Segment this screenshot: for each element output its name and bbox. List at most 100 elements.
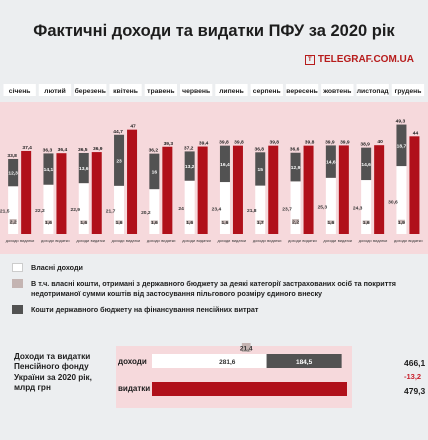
bar-transfer [327, 220, 335, 224]
legend-label-own: Власні доходи [31, 263, 83, 272]
month-label: листопад [357, 88, 390, 95]
bar-state [43, 153, 54, 185]
bar-caption-expense: видатки [408, 238, 422, 243]
bar-expense [338, 145, 349, 234]
label-transfer: 1,6 [116, 220, 123, 226]
legend-label-transfer: В т.ч. власні кошти, отримані з державно… [31, 279, 396, 298]
month-label: червень [182, 88, 210, 95]
month-label: січень [9, 87, 31, 95]
summary-bar-expense [152, 382, 347, 396]
label-income-total: 39,8 [219, 140, 229, 146]
summary-income-label: доходи [118, 357, 147, 366]
bar-transfer [9, 219, 17, 224]
summary-bar-transfer [241, 343, 251, 352]
label-expense-total: 36,9 [93, 146, 103, 152]
bar-caption-expense: видатки [302, 238, 316, 243]
bar-caption-income: доходи [147, 238, 160, 243]
page-title: Фактичні доходи та видатки ПФУ за 2020 р… [33, 22, 395, 40]
label-expense-total: 40 [377, 139, 383, 145]
telegraf-logo-icon: T [304, 54, 315, 65]
month-label-box [3, 84, 36, 96]
label-state: 14,6 [361, 162, 371, 168]
label-own: 24,3 [353, 206, 363, 212]
label-income-total: 36,5 [78, 147, 88, 153]
bar-state [290, 152, 301, 182]
month-label: вересень [286, 88, 318, 95]
label-expense-total: 39,4 [199, 141, 209, 147]
month-label-box [250, 84, 283, 96]
label-income-total: 36,6 [290, 147, 300, 153]
legend-item-own: Власні доходи [12, 263, 83, 273]
bar-own [8, 186, 19, 234]
label-state: 14,6 [326, 160, 336, 166]
summary-balance: -13,2 [404, 372, 421, 381]
bar-caption-income: доходи [359, 238, 372, 243]
label-expense-total: 47 [130, 124, 136, 130]
bar-own [219, 182, 230, 234]
label-expense-total: 39,8 [269, 140, 279, 146]
label-state: 23 [116, 158, 122, 164]
summary-bar-own [152, 354, 267, 368]
label-income-total: 49,3 [396, 119, 406, 125]
bar-transfer [397, 219, 405, 224]
legend-item-state: Кошти державного бюджету на фінансування… [12, 305, 258, 315]
bar-own [290, 181, 301, 234]
label-income-total: 36,2 [149, 148, 159, 154]
bar-caption-income: доходи [76, 238, 89, 243]
label-state: 15 [258, 167, 264, 173]
bar-transfer [115, 220, 123, 224]
bar-caption-expense: видатки [55, 238, 69, 243]
month-label-box [356, 84, 389, 96]
month-label-box [109, 84, 142, 96]
label-transfer: 1,9 [398, 220, 405, 226]
label-expense-total: 39,3 [164, 141, 174, 147]
bar-expense [162, 146, 173, 234]
bar-transfer [186, 220, 194, 224]
summary-label-state: 184,5 [296, 359, 313, 366]
bar-expense [197, 146, 208, 234]
bar-state [114, 134, 125, 186]
label-own: 21,8 [247, 208, 257, 214]
bar-expense [268, 145, 279, 234]
bar-caption-expense: видатки [338, 238, 352, 243]
bar-caption-expense: видатки [373, 238, 387, 243]
bar-transfer [292, 219, 300, 224]
label-state: 13,2 [185, 164, 195, 170]
label-state: 18,7 [397, 143, 407, 149]
summary-label: Доходи та видатки Пенсійного фонду Украї… [14, 352, 92, 393]
bar-state [325, 145, 336, 178]
label-income-total: 33,8 [7, 153, 17, 159]
month-label: квітень [113, 87, 138, 95]
month-label-box [215, 84, 248, 96]
label-state: 13,6 [79, 166, 89, 172]
label-transfer: 1,7 [257, 220, 264, 226]
label-own: 23,7 [282, 206, 292, 212]
bar-state [184, 151, 195, 181]
bar-expense [21, 150, 32, 234]
brand-logo[interactable]: T TELEGRAF.COM.UA [304, 54, 414, 65]
bar-own [114, 185, 125, 234]
bar-caption-income: доходи [41, 238, 54, 243]
label-transfer: 1,6 [45, 220, 52, 226]
label-transfer: 1,6 [151, 220, 158, 226]
label-income-total: 39,9 [325, 139, 335, 145]
summary-bar-state [266, 354, 342, 368]
month-label: травень [147, 88, 174, 95]
summary-expense-label: видатки [118, 384, 150, 393]
label-transfer: 1,6 [363, 220, 370, 226]
bar-own [149, 189, 160, 234]
month-label: жовтень [322, 88, 351, 95]
month-label-box [285, 84, 319, 96]
label-own: 30,6 [388, 199, 398, 205]
bar-transfer [80, 220, 88, 224]
month-label-box [144, 84, 177, 96]
label-expense-total: 39,8 [234, 140, 244, 146]
bar-own [396, 166, 407, 234]
bar-state [8, 158, 19, 187]
legend-item-transfer: В т.ч. власні кошти, отримані з державно… [12, 279, 408, 298]
bar-own [361, 180, 372, 234]
bar-transfer [362, 220, 370, 224]
month-label: серпень [253, 88, 281, 95]
summary-income-total: 466,1 [404, 358, 426, 368]
legend-swatch-state [12, 305, 23, 314]
